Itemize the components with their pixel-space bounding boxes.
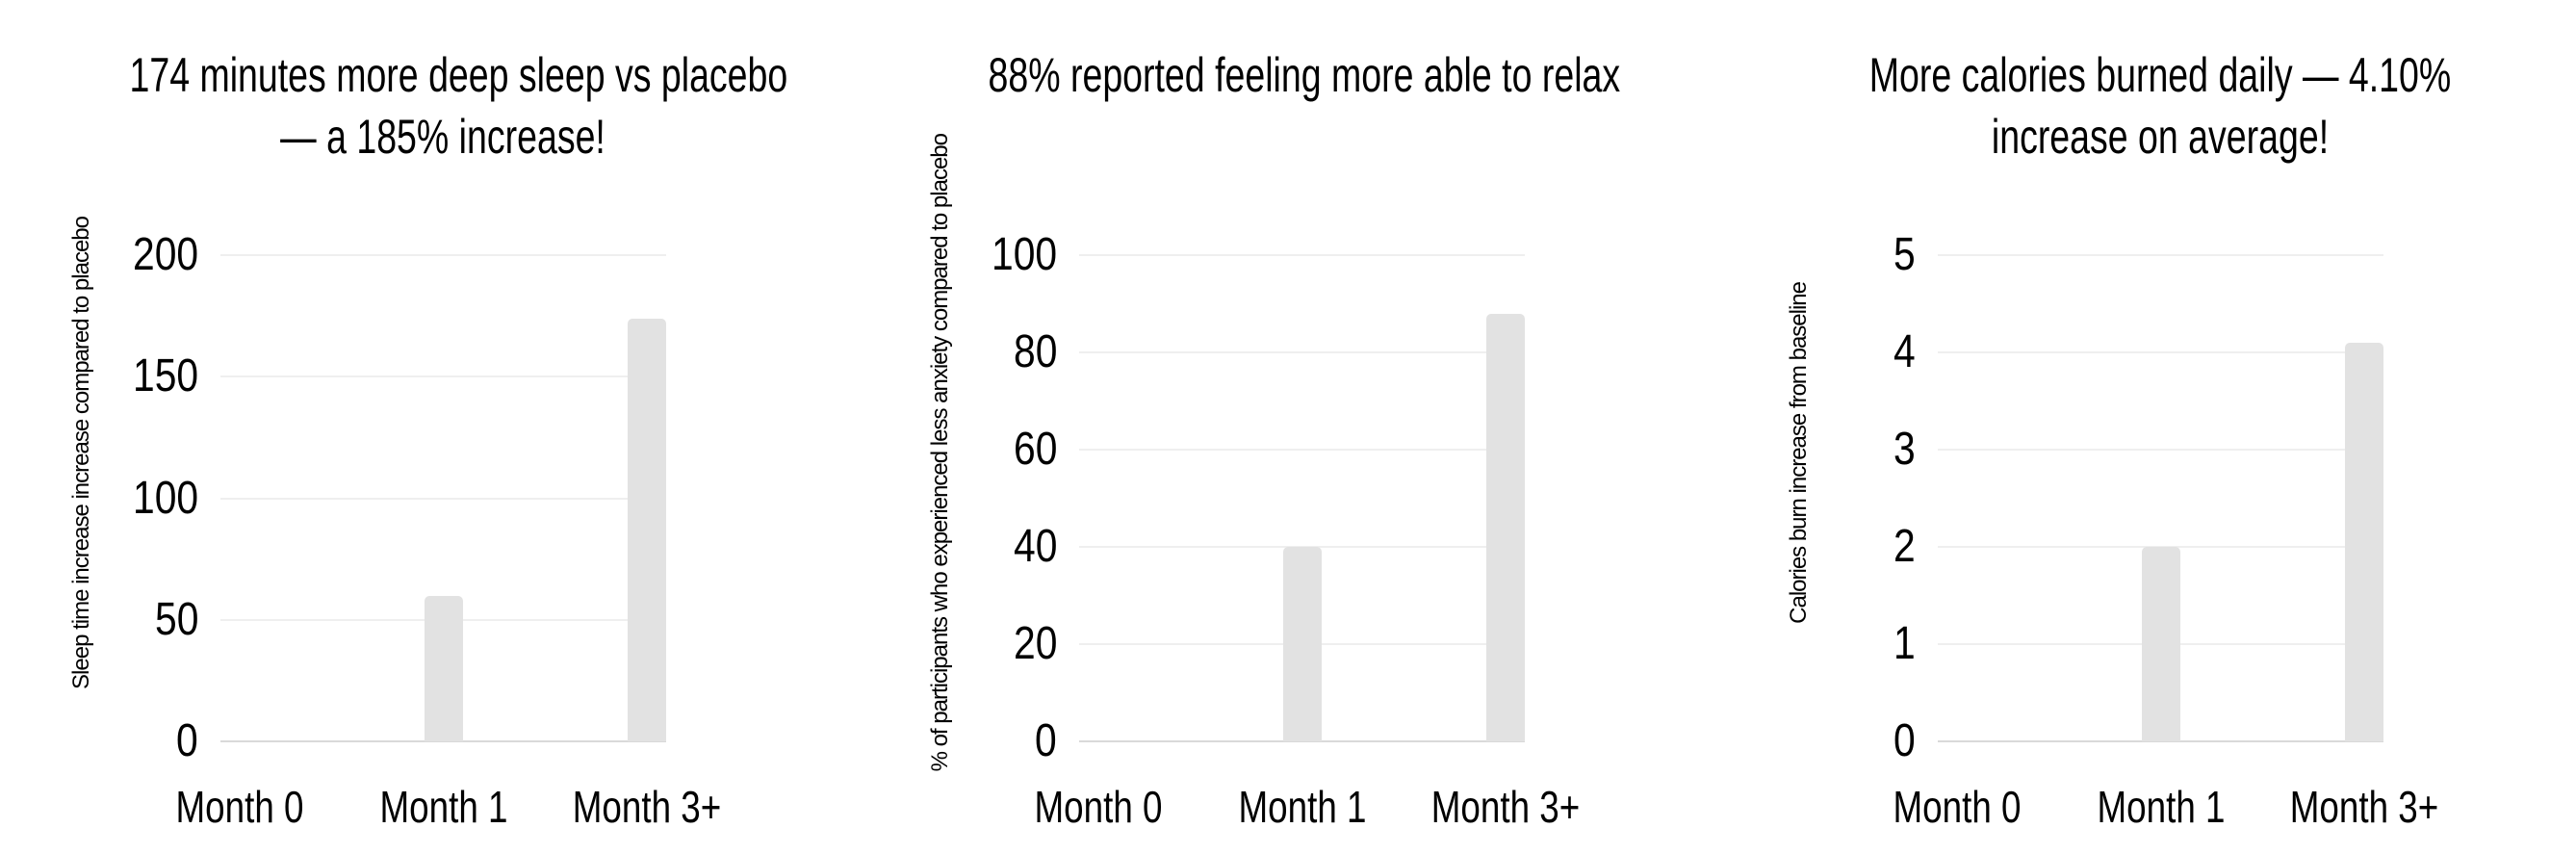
x-tick-label-text: Month 0 <box>175 782 304 832</box>
chart-title-line: 174 minutes more deep sleep vs placebo <box>129 48 788 102</box>
bar <box>2345 342 2383 741</box>
y-tick-label: 1 <box>1890 621 1916 667</box>
y-tick-label-text: 80 <box>1013 326 1057 377</box>
chart-title-line: More calories burned daily — 4.10% <box>1868 48 2452 102</box>
chart-title: 174 minutes more deep sleep vs placebo — … <box>25 44 861 168</box>
chart-title-line: — a 185% increase! <box>280 110 605 164</box>
x-tick-label: Month 1 <box>363 782 523 833</box>
plot-area <box>1938 254 2383 742</box>
chart-title: More calories burned daily — 4.10% increa… <box>1742 44 2576 168</box>
y-tick-label: 200 <box>121 232 198 278</box>
gridline <box>1938 351 2383 353</box>
axis-baseline <box>1079 740 1525 742</box>
y-tick-label-text: 0 <box>1035 715 1057 766</box>
y-tick-label: 50 <box>147 593 198 645</box>
y-tick-label: 0 <box>1890 718 1916 764</box>
y-tick-label-text: 4 <box>1893 326 1916 377</box>
y-axis-ticks: 0 1 2 3 4 5 <box>1717 0 2576 854</box>
y-tick-label: 3 <box>1890 427 1916 473</box>
chart-title: 88% reported feeling more able to relax <box>884 44 1719 106</box>
y-tick-label-text: 200 <box>132 229 198 280</box>
y-tick-label-text: 1 <box>1893 618 1916 669</box>
y-tick-label-text: 2 <box>1893 521 1916 572</box>
chart-relaxation: 88% reported feeling more able to relax … <box>859 0 1717 854</box>
x-tick-label: Month 3+ <box>554 782 739 833</box>
y-tick-label: 0 <box>172 718 198 764</box>
gridline <box>220 375 666 378</box>
chart-title-line: 88% reported feeling more able to relax <box>988 48 1621 102</box>
y-tick-label-text: 40 <box>1013 521 1057 572</box>
y-axis-ticks: 0 50 100 150 200 <box>0 0 859 854</box>
gridline <box>1938 254 2383 256</box>
y-tick-label-text: 50 <box>154 593 198 645</box>
bar <box>1282 547 1322 741</box>
y-tick-label-text: 5 <box>1893 229 1916 280</box>
chart-title-line: increase on average! <box>1991 110 2330 164</box>
x-tick-label-text: Month 1 <box>379 782 507 832</box>
x-tick-label: Month 0 <box>160 782 320 833</box>
y-tick-label: 5 <box>1890 232 1916 278</box>
bar <box>1486 313 1525 741</box>
y-tick-label: 100 <box>980 232 1057 278</box>
y-tick-label: 60 <box>1006 427 1057 473</box>
y-tick-label: 20 <box>1006 621 1057 667</box>
x-axis-ticks: Month 0 Month 1 Month 3+ <box>859 0 1717 854</box>
x-tick-label-text: Month 3+ <box>2289 782 2439 832</box>
y-tick-label: 0 <box>1031 718 1057 764</box>
chart-deep-sleep: 174 minutes more deep sleep vs placebo — … <box>0 0 859 854</box>
x-tick-label-text: Month 3+ <box>1430 782 1581 832</box>
gridline <box>1079 449 1525 451</box>
x-tick-label: Month 3+ <box>1412 782 1598 833</box>
x-axis-ticks: Month 0 Month 1 Month 3+ <box>1717 0 2576 854</box>
y-tick-label-text: 3 <box>1893 424 1916 475</box>
chart-calories: More calories burned daily — 4.10% increa… <box>1717 0 2576 854</box>
x-tick-label-text: Month 0 <box>1893 782 2022 832</box>
y-tick-label-text: 0 <box>1893 715 1916 766</box>
axis-baseline <box>220 740 666 742</box>
bar <box>628 318 666 741</box>
x-tick-label: Month 0 <box>1877 782 2037 833</box>
x-tick-label-text: Month 0 <box>1034 782 1163 832</box>
y-tick-label-text: 150 <box>132 350 198 402</box>
y-tick-label-text: 60 <box>1013 424 1057 475</box>
y-tick-label-text: 100 <box>991 229 1057 280</box>
x-tick-label-text: Month 1 <box>2097 782 2225 832</box>
gridline <box>1079 351 1525 353</box>
y-tick-label: 40 <box>1006 524 1057 570</box>
y-axis-ticks: 0 20 40 60 80 100 <box>859 0 1717 854</box>
y-tick-label: 150 <box>121 353 198 400</box>
x-axis-ticks: Month 0 Month 1 Month 3+ <box>0 0 859 854</box>
axis-baseline <box>1938 740 2383 742</box>
x-tick-label: Month 3+ <box>2271 782 2457 833</box>
bar <box>2141 547 2180 741</box>
x-tick-label-text: Month 3+ <box>572 782 722 832</box>
x-tick-label: Month 1 <box>2080 782 2240 833</box>
x-tick-label-text: Month 1 <box>1238 782 1366 832</box>
y-tick-label-text: 0 <box>176 715 198 766</box>
bar <box>424 595 463 741</box>
x-tick-label: Month 1 <box>1222 782 1381 833</box>
y-tick-label: 2 <box>1890 524 1916 570</box>
y-tick-label-text: 100 <box>132 472 198 524</box>
plot-area <box>220 254 666 742</box>
y-tick-label-text: 20 <box>1013 618 1057 669</box>
gridline <box>1938 449 2383 451</box>
y-tick-label: 80 <box>1006 329 1057 375</box>
gridline <box>1079 254 1525 256</box>
plot-area <box>1079 254 1525 742</box>
gridline <box>220 497 666 500</box>
y-tick-label: 4 <box>1890 329 1916 375</box>
x-tick-label: Month 0 <box>1018 782 1178 833</box>
y-tick-label: 100 <box>121 472 198 524</box>
gridline <box>220 254 666 256</box>
